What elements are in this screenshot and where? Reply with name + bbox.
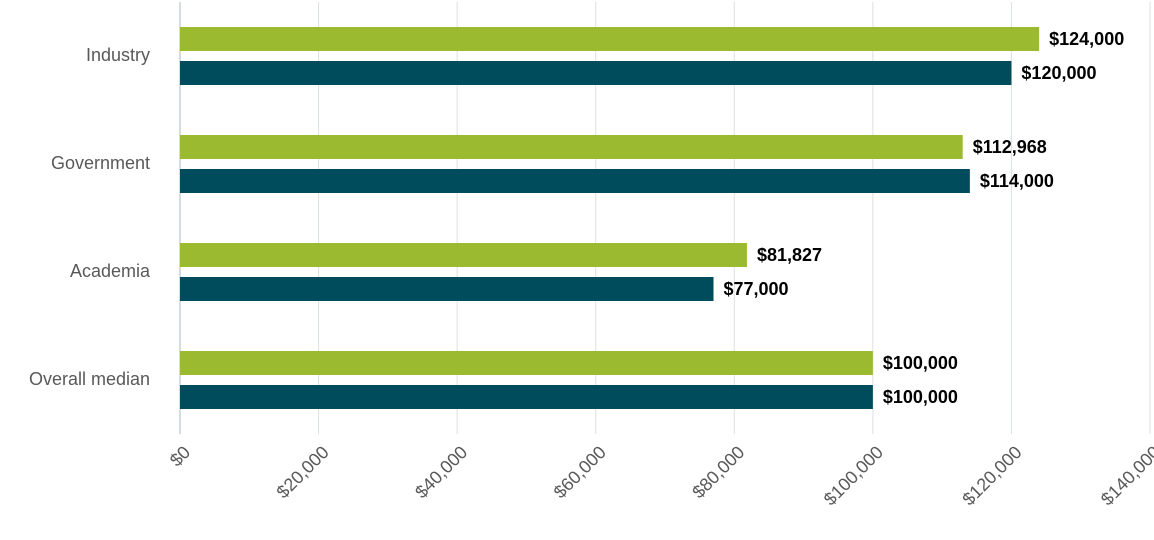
x-tick-label: $20,000 — [273, 442, 333, 502]
value-label: $100,000 — [883, 353, 958, 373]
bar — [180, 277, 714, 301]
x-tick-label: $140,000 — [1097, 442, 1154, 509]
value-label: $114,000 — [980, 171, 1054, 191]
bar — [180, 351, 873, 375]
value-label: $77,000 — [724, 279, 789, 299]
x-tick-label: $40,000 — [411, 442, 471, 502]
x-tick-label: $120,000 — [958, 442, 1025, 509]
x-tick-label: $80,000 — [688, 442, 748, 502]
bar — [180, 135, 963, 159]
value-label: $120,000 — [1021, 63, 1096, 83]
bar — [180, 243, 747, 267]
value-label: $81,827 — [757, 245, 822, 265]
value-label: $100,000 — [883, 387, 958, 407]
x-tick-label: $60,000 — [550, 442, 610, 502]
category-label: Overall median — [29, 369, 150, 389]
value-label: $124,000 — [1049, 29, 1124, 49]
bar — [180, 27, 1040, 51]
x-tick-label: $0 — [166, 442, 194, 470]
category-label: Government — [51, 153, 150, 173]
x-tick-label: $100,000 — [820, 442, 887, 509]
bar — [180, 169, 970, 193]
bar — [180, 61, 1012, 85]
value-label: $112,968 — [973, 137, 1047, 157]
category-label: Industry — [86, 45, 150, 65]
bar — [180, 385, 873, 409]
category-label: Academia — [70, 261, 151, 281]
